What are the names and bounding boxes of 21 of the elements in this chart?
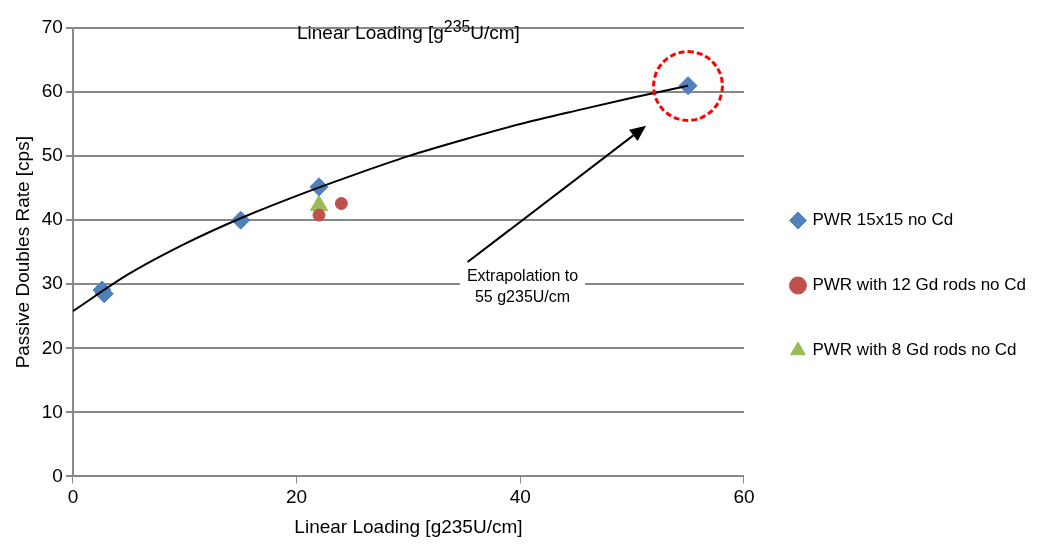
y-tick-label: 50 xyxy=(41,144,63,166)
chart-title: Linear Loading [g$^{235}$U/cm] xyxy=(296,18,521,45)
y-tick-label: 20 xyxy=(41,336,63,358)
y-tick-label: 10 xyxy=(41,400,63,422)
y-tick-label: 0 xyxy=(52,464,63,486)
point xyxy=(334,197,348,211)
x-tick-label: 0 xyxy=(67,486,79,508)
y-tick-label: 60 xyxy=(41,80,63,102)
x-tick-label: 20 xyxy=(286,486,308,508)
x-tick-label: 40 xyxy=(509,486,531,508)
y-tick-label: 40 xyxy=(41,208,63,230)
x-tick-label: 60 xyxy=(733,486,755,508)
legend-label: PWR with 8 Gd rods no Cd xyxy=(812,340,1017,360)
x-axis-title: Linear Loading [g235U/cm] xyxy=(294,515,523,537)
legend-label: PWR with 12 Gd rods no Cd xyxy=(812,275,1026,295)
y-tick-label: 70 xyxy=(41,16,63,38)
annotation: Extrapolation to 55 g235U/cm xyxy=(466,267,579,306)
y-tick-label: 30 xyxy=(41,272,63,294)
y-axis-title: Passive Doubles Rate [cps] xyxy=(11,136,33,369)
legend-label: PWR 15x15 no Cd xyxy=(812,210,954,230)
point xyxy=(312,208,326,222)
